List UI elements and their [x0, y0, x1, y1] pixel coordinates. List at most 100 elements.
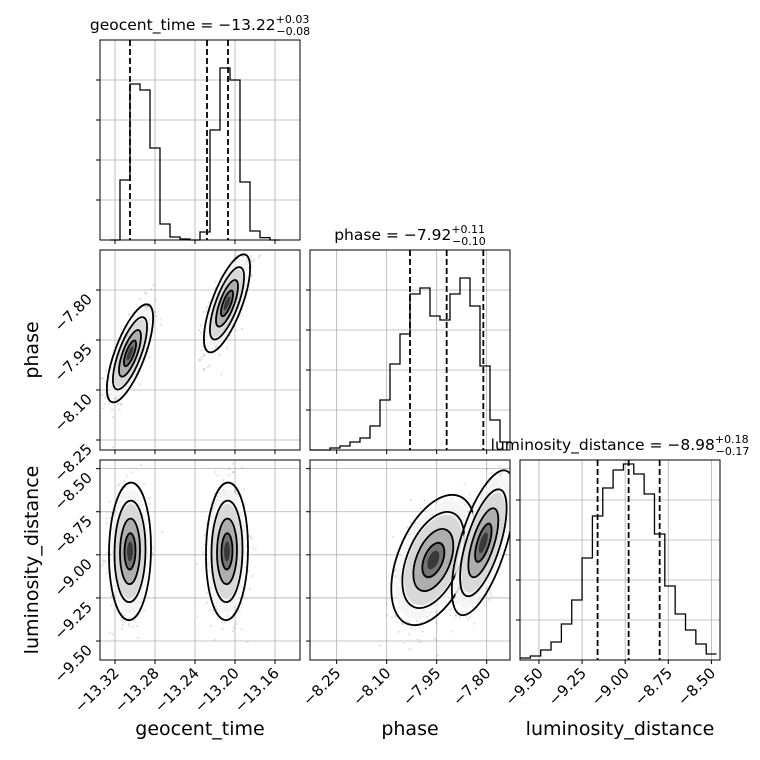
contour-line — [412, 528, 455, 592]
scatter-point — [499, 474, 502, 477]
x-axis-label-phase: phase — [381, 718, 438, 740]
scatter-point — [235, 622, 238, 625]
hist-panel-geocent_time: geocent_time = −13.22+0.03 −0.08 — [90, 13, 310, 244]
scatter-point — [240, 602, 243, 605]
scatter-point — [239, 313, 243, 316]
hist-panel-phase: phase = −7.92+0.11 −0.10 — [306, 223, 511, 454]
contour-line — [215, 279, 239, 328]
scatter-point — [463, 503, 467, 506]
title-name: luminosity_distance = −8.98 — [491, 436, 715, 455]
scatter-point — [152, 283, 155, 287]
scatter-point — [402, 641, 405, 645]
pair-phase-xtick-label: −8.25 — [299, 664, 344, 709]
pair-phase-xtick-label: −8.10 — [349, 664, 394, 709]
pair-phase-xtick-label: −7.95 — [399, 664, 444, 709]
scatter-point — [223, 621, 226, 624]
contour-line — [118, 329, 142, 378]
scatter-point — [450, 497, 453, 500]
scatter-point — [118, 482, 121, 486]
scatter-point — [154, 299, 157, 302]
scatter-point — [127, 624, 130, 627]
density-mode-1 — [450, 469, 510, 617]
pair-phase-xtick-label: −7.80 — [449, 664, 494, 709]
scatter-point — [206, 366, 209, 369]
scatter-point — [151, 547, 154, 550]
scatter-point — [199, 324, 202, 327]
title-minus: −0.17 — [716, 445, 750, 458]
contour-line — [123, 339, 137, 368]
scatter-point — [459, 616, 462, 619]
density-mode-1 — [205, 481, 249, 622]
pair-luminosity_distance-ytick-label: −9.00 — [51, 555, 96, 600]
scatter-point — [154, 310, 157, 314]
scatter-point — [123, 480, 126, 483]
scatter-point — [150, 288, 153, 291]
scatter-point — [208, 364, 211, 367]
scatter-point — [103, 396, 107, 399]
scatter-point — [390, 615, 393, 619]
scatter-point — [139, 601, 143, 604]
scatter-point — [201, 551, 204, 554]
scatter-point — [208, 609, 211, 612]
scatter-point — [220, 620, 224, 624]
hist-geocent_time-gridlines — [100, 40, 300, 240]
scatter-point — [385, 602, 388, 605]
scatter-point — [222, 478, 225, 481]
hist-step-phase — [310, 277, 510, 451]
scatter-point — [486, 585, 489, 589]
pair-geocent_time-xtick-label: −13.16 — [231, 664, 283, 716]
contour-line — [123, 532, 137, 571]
density-level — [427, 550, 440, 570]
scatter-point — [226, 614, 229, 617]
hist-luminosity_distance-xtick-label: −9.50 — [502, 664, 547, 709]
scatter-point — [468, 493, 471, 496]
scatter-point — [409, 521, 412, 524]
scatter-point — [225, 346, 229, 349]
scatter-point — [248, 535, 252, 538]
scatter-point — [111, 446, 115, 449]
contour-line — [112, 316, 148, 391]
contour-line — [467, 507, 500, 579]
pair-frame — [99, 459, 301, 661]
scatter-point — [254, 548, 257, 551]
pair-phase-ytick-label: −7.80 — [51, 290, 96, 335]
scatter-panel-geocent_time-luminosity_distance: −13.32−13.28−13.24−13.20−13.16−9.50−9.25… — [51, 459, 301, 716]
title-minus: −0.10 — [452, 235, 486, 248]
density-level — [478, 532, 488, 554]
scatter-panel-phase-luminosity_distance: −8.25 −8.10 −7.95 −7.80 — [299, 459, 530, 709]
scatter-point — [416, 638, 419, 641]
scatter-point — [406, 620, 409, 623]
scatter-point — [426, 618, 430, 621]
density-mode-1 — [202, 253, 252, 354]
title-plus: +0.11 — [451, 223, 485, 236]
scatter-point — [148, 355, 151, 359]
scatter-point — [108, 631, 111, 634]
scatter-point — [100, 377, 103, 380]
scatter-point — [246, 641, 249, 644]
scatter-point — [528, 469, 530, 471]
scatter-point — [421, 630, 424, 633]
scatter-point — [394, 575, 397, 578]
hist-frame-phase — [309, 249, 511, 451]
scatter-point — [242, 488, 245, 491]
scatter-point — [106, 551, 109, 555]
hist-panel-luminosity_distance: −9.50−9.25−9.00−8.75−8.50 luminosity_dist… — [491, 433, 750, 709]
scatter-point — [197, 329, 201, 332]
scatter-point — [212, 609, 215, 613]
scatter-point — [206, 591, 209, 594]
scatter-point — [512, 465, 514, 467]
hist-luminosity_distance-xtick-label: −8.50 — [674, 664, 719, 709]
scatter-point — [119, 403, 123, 406]
title-name: geocent_time = −13.22 — [90, 16, 276, 35]
scatter-point — [106, 572, 109, 575]
scatter-point — [251, 546, 254, 549]
scatter-point — [151, 552, 155, 555]
scatter-point — [111, 416, 114, 419]
density-level — [223, 296, 231, 311]
scatter-point — [104, 369, 108, 372]
scatter-point — [407, 633, 411, 636]
scatter-point — [406, 526, 409, 529]
scatter-point — [472, 622, 476, 625]
scatter-point — [252, 259, 256, 262]
hist-step-luminosity_distance — [520, 463, 717, 659]
